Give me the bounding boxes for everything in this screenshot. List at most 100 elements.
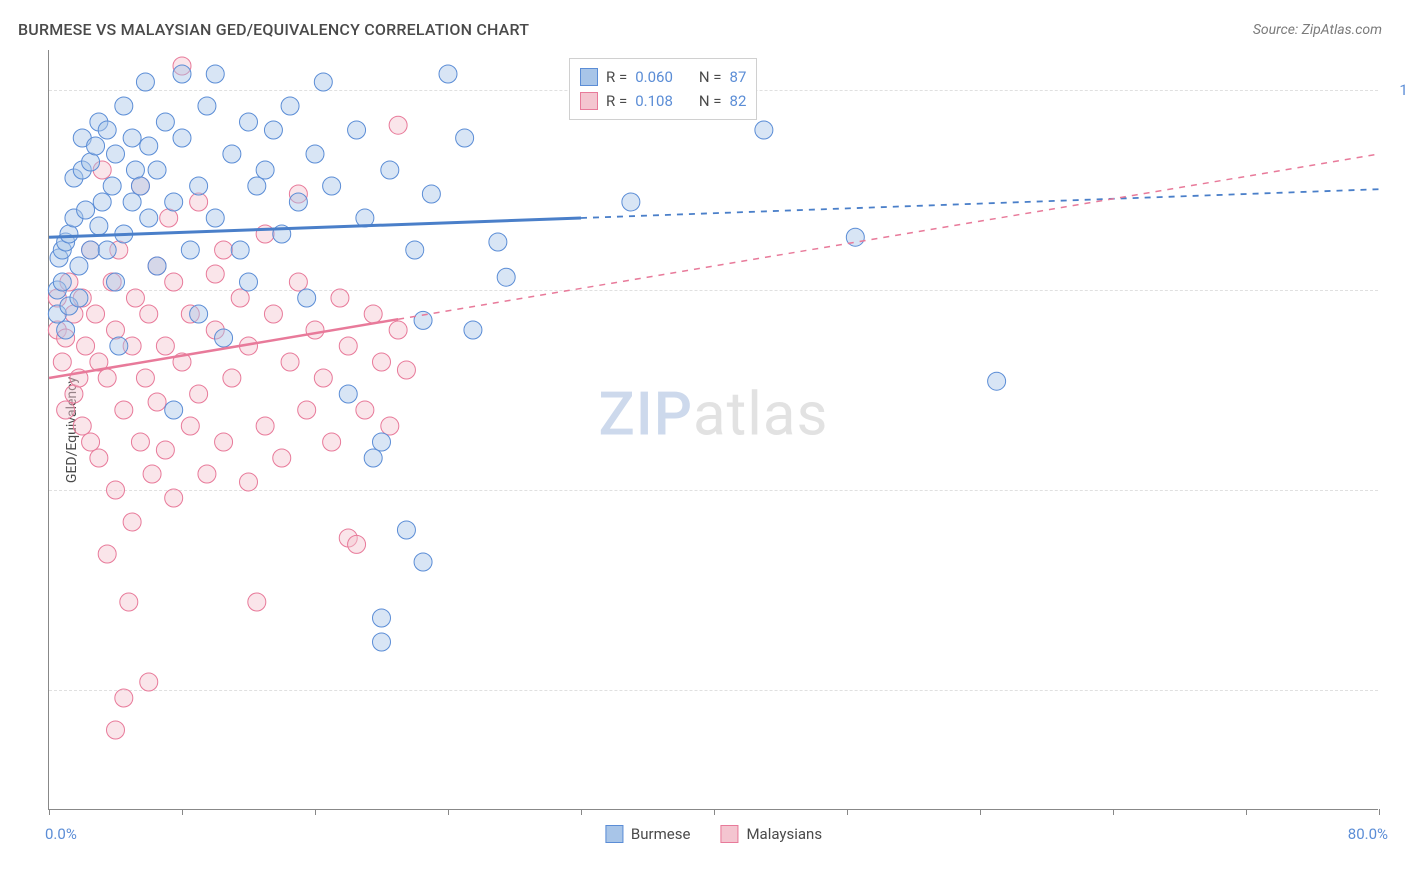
- data-point: [339, 337, 357, 355]
- data-point: [70, 257, 88, 275]
- data-point: [165, 193, 183, 211]
- data-point: [181, 241, 199, 259]
- data-point: [65, 385, 83, 403]
- data-point: [87, 137, 105, 155]
- data-point: [107, 721, 125, 739]
- data-point: [70, 289, 88, 307]
- data-point: [131, 177, 149, 195]
- data-point: [90, 217, 108, 235]
- legend-item-malaysians: Malaysians: [720, 825, 822, 843]
- series-legend: Burmese Malaysians: [605, 825, 822, 843]
- data-point: [356, 401, 374, 419]
- x-axis-max-label: 80.0%: [1348, 825, 1388, 843]
- data-point: [73, 417, 91, 435]
- data-point: [60, 225, 78, 243]
- data-point: [348, 121, 366, 139]
- legend-label-malaysians: Malaysians: [746, 825, 822, 843]
- data-point: [215, 433, 233, 451]
- legend-item-burmese: Burmese: [605, 825, 691, 843]
- n-label-1: N =: [699, 89, 722, 113]
- n-value-0: 87: [730, 65, 747, 89]
- data-point: [406, 241, 424, 259]
- data-point: [165, 401, 183, 419]
- data-point: [364, 449, 382, 467]
- data-point: [381, 417, 399, 435]
- data-point: [215, 329, 233, 347]
- data-point: [755, 121, 773, 139]
- data-point: [323, 433, 341, 451]
- chart-plot-area: GED/Equivalency 62.5%75.0%87.5%100.0% ZI…: [48, 50, 1378, 810]
- data-point: [314, 73, 332, 91]
- data-point: [248, 593, 266, 611]
- data-point: [120, 593, 138, 611]
- data-point: [98, 241, 116, 259]
- swatch-burmese: [580, 68, 598, 86]
- data-point: [93, 193, 111, 211]
- data-point: [622, 193, 640, 211]
- chart-title: BURMESE VS MALAYSIAN GED/EQUIVALENCY COR…: [18, 20, 529, 39]
- x-axis-min-label: 0.0%: [45, 825, 77, 843]
- data-point: [331, 289, 349, 307]
- data-point: [98, 369, 116, 387]
- x-tick: [182, 809, 183, 815]
- legend-swatch-burmese: [605, 825, 623, 843]
- swatch-malaysians: [580, 92, 598, 110]
- x-tick: [714, 809, 715, 815]
- data-point: [82, 153, 100, 171]
- data-point: [298, 289, 316, 307]
- data-point: [289, 273, 307, 291]
- data-point: [140, 209, 158, 227]
- x-tick: [315, 809, 316, 815]
- data-point: [173, 129, 191, 147]
- data-point: [77, 337, 95, 355]
- data-point: [281, 353, 299, 371]
- data-point: [497, 268, 515, 286]
- data-point: [53, 353, 71, 371]
- y-tick-label: 100.0%: [1388, 81, 1406, 99]
- data-point: [289, 193, 307, 211]
- data-point: [231, 289, 249, 307]
- data-point: [115, 97, 133, 115]
- data-point: [256, 417, 274, 435]
- r-label-0: R =: [606, 65, 627, 89]
- data-point: [256, 161, 274, 179]
- data-point: [98, 545, 116, 563]
- data-point: [988, 372, 1006, 390]
- x-tick: [49, 809, 50, 815]
- data-point: [373, 633, 391, 651]
- data-point: [156, 337, 174, 355]
- data-point: [306, 145, 324, 163]
- data-point: [165, 489, 183, 507]
- data-point: [107, 481, 125, 499]
- x-tick: [980, 809, 981, 815]
- data-point: [123, 193, 141, 211]
- data-point: [240, 473, 258, 491]
- x-tick: [581, 809, 582, 815]
- data-point: [107, 273, 125, 291]
- data-point: [215, 241, 233, 259]
- data-point: [140, 673, 158, 691]
- data-point: [107, 145, 125, 163]
- data-point: [223, 145, 241, 163]
- data-point: [231, 241, 249, 259]
- data-point: [273, 449, 291, 467]
- data-point: [123, 129, 141, 147]
- y-tick-label: 62.5%: [1388, 681, 1406, 699]
- data-point: [489, 233, 507, 251]
- data-point: [206, 265, 224, 283]
- data-point: [306, 321, 324, 339]
- data-point: [87, 305, 105, 323]
- r-label-1: R =: [606, 89, 627, 113]
- stats-legend: R = 0.060 N = 87 R = 0.108 N = 82: [569, 58, 757, 120]
- n-value-1: 82: [730, 89, 747, 113]
- trend-line-dashed: [398, 154, 1379, 319]
- data-point: [381, 161, 399, 179]
- data-point: [190, 305, 208, 323]
- data-point: [397, 521, 415, 539]
- data-point: [82, 433, 100, 451]
- data-point: [181, 417, 199, 435]
- x-tick: [847, 809, 848, 815]
- data-point: [148, 393, 166, 411]
- r-value-0: 0.060: [635, 65, 673, 89]
- data-point: [314, 369, 332, 387]
